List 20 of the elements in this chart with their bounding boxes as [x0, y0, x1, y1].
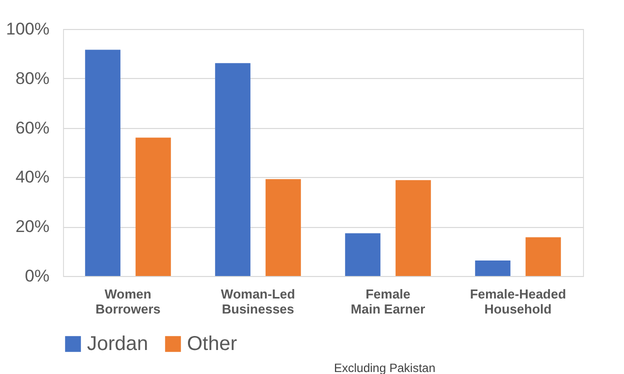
- x-tick-label: Female-Headed Household: [470, 286, 566, 316]
- bar: [85, 50, 120, 276]
- x-tick-label: Women Borrowers: [95, 286, 161, 316]
- bar: [345, 233, 380, 276]
- y-tick-label: 80%: [15, 68, 50, 88]
- bar: [215, 63, 250, 276]
- bar: [475, 260, 510, 276]
- bar: [396, 180, 431, 276]
- bar: [526, 237, 561, 276]
- bar: [136, 138, 171, 276]
- y-tick-label: 100%: [6, 20, 50, 38]
- legend-label: Other: [187, 333, 238, 355]
- bar: [266, 179, 301, 276]
- y-tick-label: 40%: [15, 168, 50, 187]
- x-tick-label: Woman-Led Businesses: [220, 286, 296, 316]
- y-tick-label: 20%: [15, 217, 50, 236]
- legend-label: Jordan: [87, 333, 148, 355]
- y-tick-label: 0%: [24, 266, 50, 286]
- x-tick-label: Female Main Earner: [350, 286, 426, 316]
- y-tick-label: 60%: [15, 118, 50, 138]
